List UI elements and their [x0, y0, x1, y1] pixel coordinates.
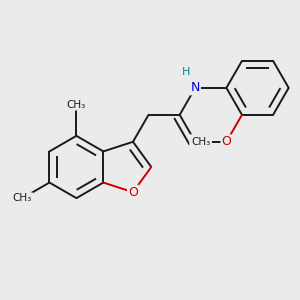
Text: CH₃: CH₃	[13, 193, 32, 203]
Text: H: H	[182, 67, 190, 77]
Text: O: O	[221, 135, 231, 148]
Text: CH₃: CH₃	[67, 100, 86, 110]
Text: N: N	[190, 81, 200, 94]
Text: CH₃: CH₃	[192, 137, 211, 147]
Text: O: O	[190, 135, 200, 148]
Text: O: O	[128, 186, 138, 199]
